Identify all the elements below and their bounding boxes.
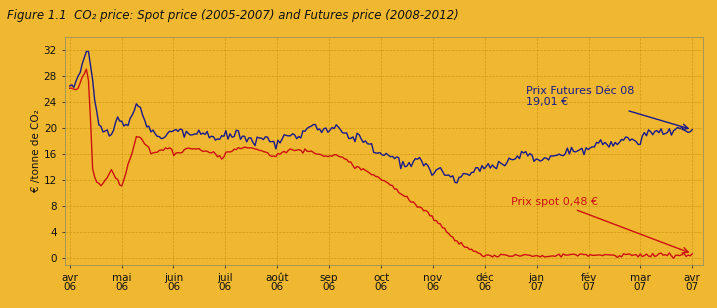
Y-axis label: € /tonne de CO₂: € /tonne de CO₂: [31, 110, 41, 192]
Text: Figure 1.1  CO₂ price: Spot price (2005-2007) and Futures price (2008-2012): Figure 1.1 CO₂ price: Spot price (2005-2…: [7, 9, 459, 22]
Text: Prix Futures Déc 08
19,01 €: Prix Futures Déc 08 19,01 €: [526, 86, 688, 130]
Text: Prix spot 0,48 €: Prix spot 0,48 €: [511, 197, 688, 253]
